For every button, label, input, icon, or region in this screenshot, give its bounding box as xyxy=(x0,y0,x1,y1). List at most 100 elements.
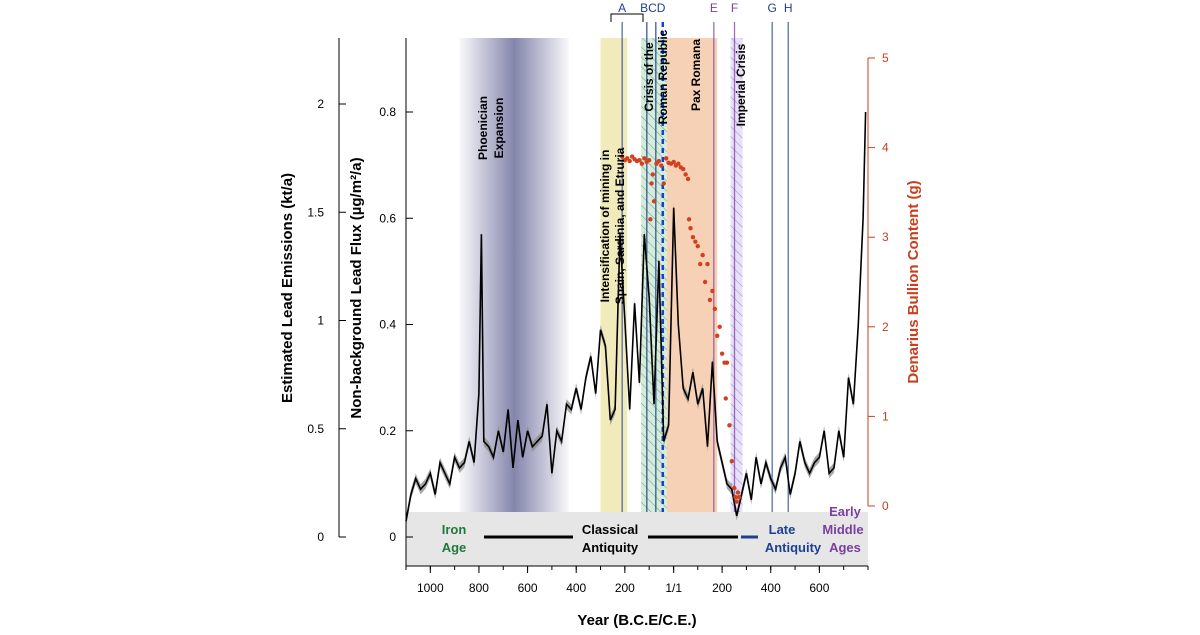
denarius-point xyxy=(715,333,720,338)
denarius-point xyxy=(637,157,642,163)
denarius-point xyxy=(648,217,653,222)
denarius-point xyxy=(693,239,698,244)
denarius-point xyxy=(710,288,715,294)
period-band xyxy=(406,512,868,566)
denarius-point xyxy=(649,181,654,186)
event-label-5: H xyxy=(784,1,793,15)
denarius-point xyxy=(700,252,705,258)
denarius-point xyxy=(642,156,647,161)
flux-tick-label: 0.8 xyxy=(379,105,396,119)
denarius-point xyxy=(702,279,708,285)
axes xyxy=(338,38,869,567)
denarius-points xyxy=(619,154,742,504)
pax-romana-label: Pax Romana xyxy=(689,39,703,111)
denarius-point xyxy=(656,158,662,164)
denarius-point xyxy=(681,166,686,172)
classical-label-1: Classical xyxy=(582,522,638,537)
denarius-point xyxy=(717,324,722,329)
denarius-point xyxy=(729,459,735,464)
denarius-point xyxy=(663,156,669,161)
event-a-bracket xyxy=(610,13,644,22)
denarius-point xyxy=(723,396,728,401)
denarius-tick-label: 4 xyxy=(882,141,889,155)
denarius-point xyxy=(688,226,693,231)
x-tick-label: 400 xyxy=(761,581,781,595)
x-tick-label: 1000 xyxy=(417,581,444,595)
axis-ticks: 1000 800 600 400 200 1/1 200 400 600 0 0.5 1 1.5 2 0 0.… xyxy=(307,51,889,595)
denarius-point xyxy=(705,261,710,267)
x-tick-label: 600 xyxy=(809,581,829,595)
lead-flux-line xyxy=(405,111,867,522)
denarius-point xyxy=(639,161,645,166)
event-label-0: A xyxy=(618,1,626,15)
flux-axis-title: Non-background Lead Flux (µg/m²/a) xyxy=(348,157,365,418)
denarius-tick-label: 3 xyxy=(882,230,889,244)
flux-tick-label: 0 xyxy=(389,530,396,544)
event-label-2: E xyxy=(710,1,718,15)
denarius-point xyxy=(683,172,688,177)
denarius-point xyxy=(676,161,681,166)
lead-flux-series xyxy=(405,107,867,527)
denarius-point xyxy=(712,306,718,312)
x-tick-label: 200 xyxy=(615,581,635,595)
mining-label-1: Intensification of mining in xyxy=(598,150,612,303)
iron-age-label-2: Age xyxy=(442,540,467,555)
classical-label-2: Antiquity xyxy=(582,540,639,555)
early-middle-label-1: Early xyxy=(829,504,862,519)
denarius-point xyxy=(719,351,725,356)
x-tick-label: 200 xyxy=(712,581,732,595)
emissions-tick-label: 0 xyxy=(317,530,324,544)
band-imperial-hatch xyxy=(730,38,743,512)
x-tick-label: 600 xyxy=(518,581,538,595)
denarius-point xyxy=(735,490,741,495)
emissions-tick-label: 0.5 xyxy=(307,422,324,436)
emissions-axis-title: Estimated Lead Emissions (kt/a) xyxy=(279,173,296,403)
denarius-point xyxy=(734,499,739,504)
denarius-point xyxy=(698,261,703,267)
denarius-point xyxy=(690,235,696,240)
denarius-point xyxy=(686,217,692,222)
x-tick-label: 800 xyxy=(469,581,489,595)
late-label-2: Antiquity xyxy=(765,540,822,555)
denarius-point xyxy=(732,485,737,491)
denarius-tick-label: 5 xyxy=(882,51,889,65)
denarius-tick-label: 1 xyxy=(882,409,889,423)
phoenician-label-2: Expansion xyxy=(492,98,506,159)
crisis-label-1: Crisis of the xyxy=(642,42,656,112)
event-label-4: G xyxy=(768,1,777,15)
denarius-point xyxy=(707,297,713,303)
denarius-point xyxy=(627,158,632,164)
denarius-point xyxy=(659,163,664,168)
emissions-tick-label: 2 xyxy=(317,97,324,111)
mining-label-2: Spain, Sardinia, and Etruria xyxy=(613,147,627,304)
imperial-crisis-label: Imperial Crisis xyxy=(734,43,748,126)
denarius-point xyxy=(685,176,691,182)
denarius-tick-label: 0 xyxy=(882,499,889,513)
denarius-tick-label: 2 xyxy=(882,320,889,334)
flux-tick-label: 0.2 xyxy=(379,424,396,438)
band-labels: Phoenician Expansion Intensification of … xyxy=(476,29,748,304)
denarius-point xyxy=(733,494,738,500)
early-middle-label-2: Middle xyxy=(822,522,863,537)
denarius-point xyxy=(671,159,676,165)
iron-age-label-1: Iron xyxy=(442,522,467,537)
x-axis-title: Year (B.C.E/C.E.) xyxy=(577,612,696,629)
denarius-point xyxy=(619,154,625,159)
denarius-point xyxy=(651,199,657,204)
x-tick-label: 400 xyxy=(566,581,586,595)
denarius-point xyxy=(736,494,742,500)
denarius-point xyxy=(724,360,730,365)
flux-tick-label: 0.4 xyxy=(379,318,396,332)
denarius-axis-title: Denarius Bullion Content (g) xyxy=(905,180,922,383)
phoenician-label-1: Phoenician xyxy=(476,96,490,160)
denarius-point xyxy=(661,181,666,186)
x-tick-label: 1/1 xyxy=(665,581,682,595)
denarius-point xyxy=(650,172,656,177)
early-middle-label-3: Ages xyxy=(829,540,861,555)
denarius-point xyxy=(646,157,652,163)
band-0 xyxy=(459,38,569,512)
event-label-1: BCD xyxy=(640,1,666,15)
late-label-1: Late xyxy=(769,522,796,537)
